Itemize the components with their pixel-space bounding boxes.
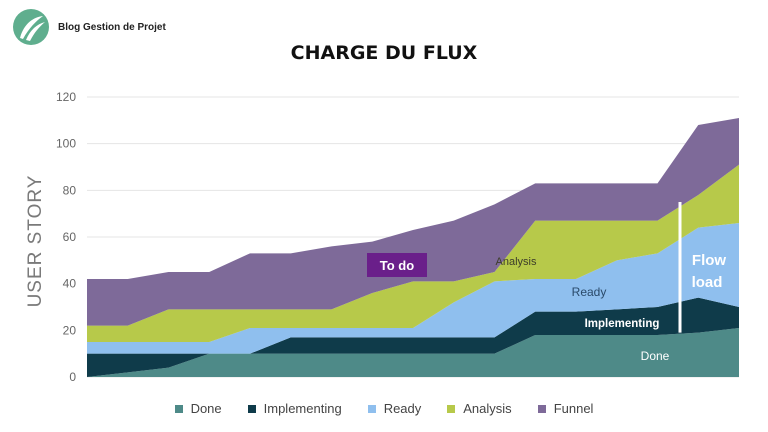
- areas: [87, 118, 739, 377]
- legend-swatch: [367, 404, 376, 413]
- todo-box: [367, 253, 427, 277]
- flow-load-label-1: Flow: [692, 252, 726, 269]
- legend-item: Ready: [367, 401, 422, 416]
- legend-swatch: [537, 404, 546, 413]
- area-funnel: [87, 118, 739, 326]
- legend-label: Done: [190, 401, 222, 416]
- legend-item: Analysis: [447, 401, 512, 416]
- legend-item: Funnel: [537, 401, 594, 416]
- area-ready: [87, 223, 739, 354]
- legend-label: Ready: [383, 401, 422, 416]
- legend-item: Done: [174, 401, 222, 416]
- legend-swatch: [174, 404, 183, 413]
- legend-swatch: [247, 404, 256, 413]
- done-label: Done: [641, 349, 670, 363]
- legend-item: Implementing: [247, 401, 342, 416]
- legend-swatch: [447, 404, 456, 413]
- legend: Done Implementing Ready Analysis Funnel: [0, 401, 768, 416]
- legend-label: Funnel: [553, 401, 594, 416]
- area-implementing: [87, 297, 739, 377]
- area-done: [87, 328, 739, 377]
- area-analysis: [87, 164, 739, 342]
- y-tick-label: 80: [63, 183, 77, 197]
- flow-load-label-2: load: [692, 274, 723, 291]
- annotations: To do Analysis Ready Implementing Done Flow lo…: [367, 202, 726, 363]
- ready-label: Ready: [572, 285, 607, 299]
- y-tick-label: 120: [56, 90, 76, 104]
- analysis-label: Analysis: [496, 256, 537, 268]
- y-tick-label: 100: [56, 137, 76, 151]
- y-tick-label: 20: [63, 323, 77, 337]
- y-tick-label: 40: [63, 277, 77, 291]
- y-tick-label: 60: [63, 230, 77, 244]
- todo-label: To do: [380, 258, 414, 273]
- implementing-label: Implementing: [585, 318, 660, 330]
- legend-label: Implementing: [263, 401, 342, 416]
- leaf-logo-icon: [13, 9, 49, 45]
- y-tick-label: 0: [69, 370, 76, 384]
- brand-name: Blog Gestion de Projet: [58, 21, 166, 33]
- brand: Blog Gestion de Projet: [12, 8, 166, 46]
- chart-title: CHARGE DU FLUX: [290, 42, 478, 64]
- legend-label: Analysis: [463, 401, 512, 416]
- y-ticks: 0 20 40 60 80 100 120: [56, 90, 76, 384]
